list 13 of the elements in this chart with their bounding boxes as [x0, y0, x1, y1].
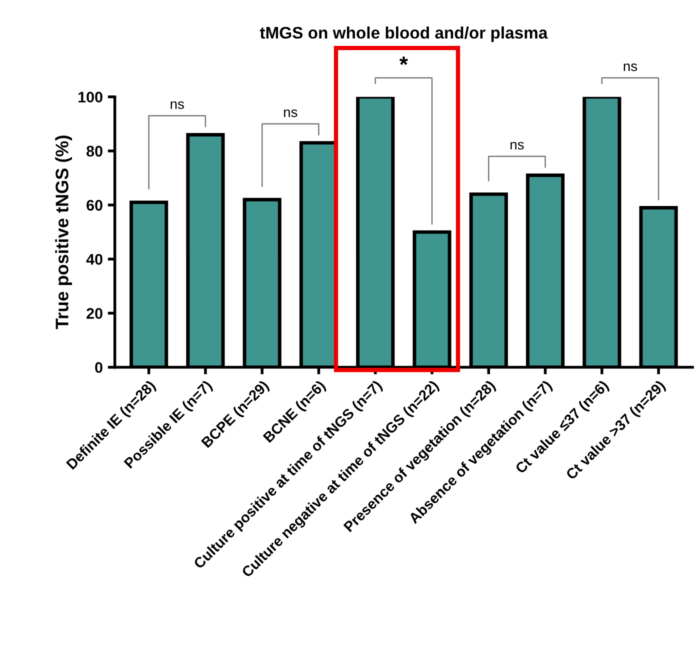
annotation: ns: [284, 109, 298, 118]
text: ns: [624, 64, 638, 72]
text: *: [399, 56, 408, 65]
y-tick-label: 100: [78, 92, 102, 103]
annotation: ns: [170, 101, 184, 109]
y-tick-label: 0: [95, 362, 102, 373]
y-tick-label: 60: [86, 200, 102, 211]
chart-title: tMGS on whole blood and/or plasma: [260, 26, 548, 42]
y-tick-label: 80: [86, 146, 102, 157]
y-axis-title: True positive tNGS (%): [55, 136, 72, 330]
y-tick-label: 40: [86, 254, 102, 265]
annotation: ns: [510, 142, 524, 150]
y-tick-label: 20: [86, 308, 102, 319]
